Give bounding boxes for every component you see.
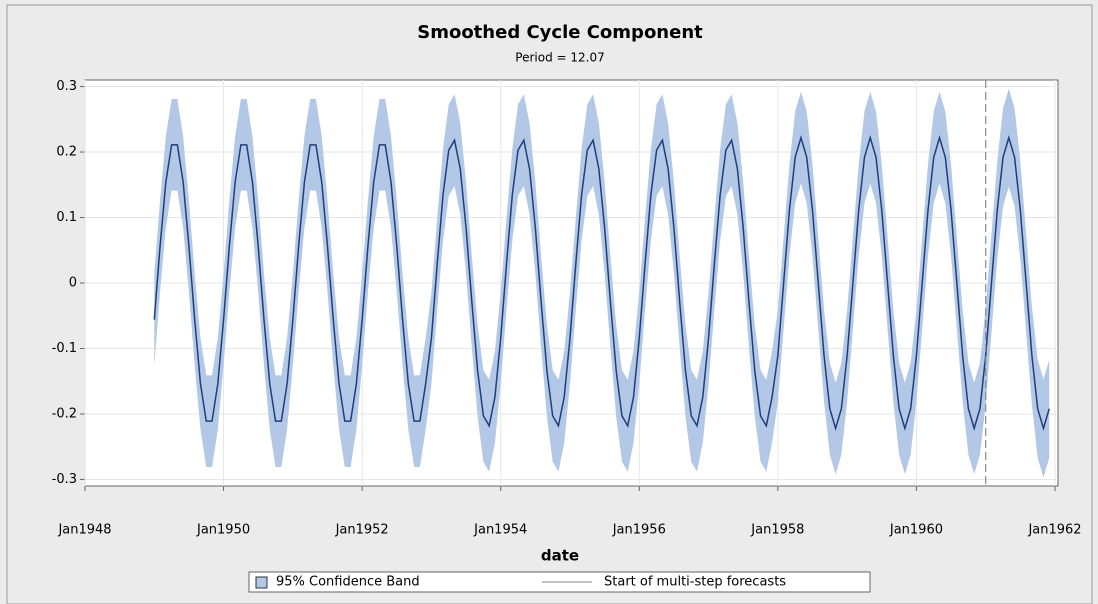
series-line [153,134,1050,432]
y-tick-label: -0.2 [52,406,77,421]
x-tick-label: Jan1956 [612,523,666,538]
x-axis-label: date [541,547,579,565]
y-tick-label: 0 [69,276,77,291]
y-tick-label: 0.2 [56,145,77,160]
legend: 95% Confidence Band Start of multi-step … [248,571,871,593]
x-tick-label: Jan1954 [473,523,527,538]
chart-subtitle: Period = 12.07 [515,51,604,65]
y-tick-label: -0.1 [52,341,77,356]
chart-title: Smoothed Cycle Component [417,22,703,43]
y-tick-label: 0.3 [56,79,77,94]
legend-label: Start of multi-step forecasts [604,575,786,590]
x-tick-label: Jan1960 [889,523,943,538]
y-tick-label: 0.1 [56,210,77,225]
x-tick-label: Jan1962 [1027,523,1081,538]
confidence-band [154,88,1050,478]
x-tick-label: Jan1950 [196,523,250,538]
y-tick-label: -0.3 [52,472,77,487]
x-tick-label: Jan1958 [750,523,804,538]
legend-label: 95% Confidence Band [276,575,420,590]
x-tick-label: Jan1948 [57,523,111,538]
x-tick-label: Jan1952 [335,523,389,538]
legend-swatch [255,576,268,589]
